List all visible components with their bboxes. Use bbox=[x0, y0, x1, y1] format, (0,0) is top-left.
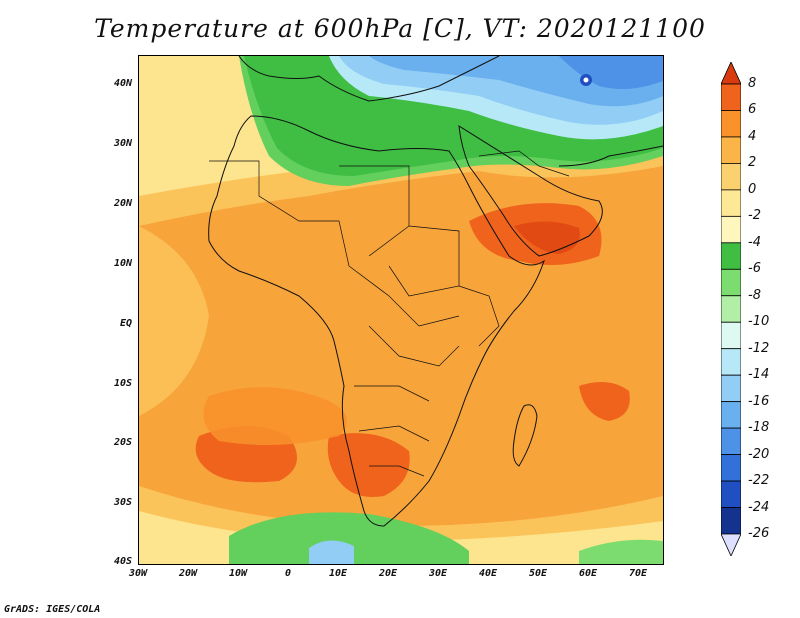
lat-label: 20N bbox=[113, 198, 132, 209]
colorbar-label: -6 bbox=[748, 261, 761, 277]
lat-label: EQ bbox=[119, 318, 132, 329]
lon-label: 20W bbox=[178, 568, 198, 579]
colorbar-segment bbox=[721, 189, 741, 217]
colorbar-top-triangle bbox=[721, 62, 741, 85]
lon-label: 50E bbox=[528, 568, 548, 579]
field-green-south-east bbox=[579, 539, 663, 564]
colorbar-segment bbox=[721, 321, 741, 350]
colorbar-segment bbox=[721, 242, 741, 270]
colorbar-segment bbox=[721, 401, 741, 429]
colorbar-segment bbox=[721, 268, 741, 297]
lon-label: 70E bbox=[628, 568, 648, 579]
field-green-south bbox=[229, 512, 469, 564]
coastline-africa bbox=[208, 115, 545, 527]
field-hot-indian bbox=[579, 382, 630, 421]
colorbar-segment bbox=[721, 507, 741, 535]
colorbar-label: -18 bbox=[748, 420, 770, 436]
border-south-c bbox=[369, 465, 425, 477]
colorbar-label: -10 bbox=[748, 314, 770, 330]
border-south-b bbox=[358, 425, 430, 442]
lon-label: 30W bbox=[128, 568, 148, 579]
colorbar-label: -24 bbox=[748, 499, 770, 515]
colorbar-segment bbox=[721, 163, 741, 191]
border-central bbox=[348, 265, 460, 327]
colorbar-label: 6 bbox=[748, 102, 757, 118]
grads-credit: GrADS: IGES/COLA bbox=[4, 604, 101, 615]
lat-label: 10S bbox=[113, 378, 132, 389]
lon-label: 10W bbox=[228, 568, 248, 579]
lon-label: 40E bbox=[478, 568, 498, 579]
field-cold-spot-center bbox=[583, 77, 589, 83]
coastline-madagascar bbox=[512, 404, 538, 467]
lat-label: 40S bbox=[113, 556, 132, 567]
field-hot-horn-core bbox=[514, 221, 580, 254]
coastline-arabia bbox=[458, 125, 603, 257]
temperature-field bbox=[139, 56, 663, 564]
coastline-europe bbox=[238, 56, 500, 102]
border-south-a bbox=[354, 385, 430, 402]
colorbar bbox=[721, 62, 741, 556]
colorbar-label: 4 bbox=[748, 128, 757, 144]
lat-label: 40N bbox=[113, 78, 132, 89]
coastlines bbox=[208, 56, 663, 527]
lon-label: 0 bbox=[284, 568, 292, 579]
colorbar-segment bbox=[721, 110, 741, 138]
lat-label: 30N bbox=[113, 138, 132, 149]
colorbar-label: 0 bbox=[748, 181, 757, 197]
colorbar-segment bbox=[721, 454, 741, 482]
colorbar-segment bbox=[721, 348, 741, 376]
colorbar-label: -22 bbox=[748, 473, 770, 489]
lat-label: 20S bbox=[113, 437, 132, 448]
lat-label: 30S bbox=[113, 497, 132, 508]
border-east bbox=[458, 285, 500, 347]
colorbar-label: -4 bbox=[748, 234, 761, 250]
lon-label: 60E bbox=[578, 568, 598, 579]
colorbar-segment bbox=[721, 136, 741, 164]
temperature-map bbox=[138, 55, 664, 565]
field-cold-core bbox=[559, 56, 663, 90]
map-title: Temperature at 600hPa [C], VT: 202012110… bbox=[94, 14, 706, 43]
colorbar-bottom-triangle bbox=[721, 533, 741, 556]
colorbar-segment bbox=[721, 83, 741, 111]
colorbar-segment bbox=[721, 374, 741, 403]
field-blue-south bbox=[309, 540, 354, 564]
border-middle-east bbox=[478, 150, 570, 177]
border-sahara-east bbox=[339, 165, 410, 257]
lon-label: 30E bbox=[428, 568, 448, 579]
colorbar-label: -20 bbox=[748, 446, 770, 462]
colorbar-segment bbox=[721, 427, 741, 455]
colorbar-segment bbox=[721, 295, 741, 323]
field-warm-atlantic bbox=[203, 387, 347, 445]
colorbar-label: -2 bbox=[748, 208, 761, 224]
lon-label: 10E bbox=[328, 568, 348, 579]
colorbar-label: -26 bbox=[748, 526, 770, 541]
colorbar-segment bbox=[721, 215, 741, 244]
colorbar-label: -14 bbox=[748, 367, 770, 383]
colorbar-segment bbox=[721, 480, 741, 508]
colorbar-label: -16 bbox=[748, 393, 770, 409]
border-sahara-west bbox=[209, 160, 350, 267]
colorbar-label: 2 bbox=[748, 155, 757, 171]
colorbar-label: -8 bbox=[748, 287, 761, 303]
coastline-persian-gulf bbox=[558, 145, 663, 167]
colorbar-label: -12 bbox=[748, 340, 770, 356]
lon-label: 20E bbox=[378, 568, 398, 579]
colorbar-label: 8 bbox=[748, 76, 757, 91]
lat-label: 10N bbox=[113, 258, 132, 269]
field-light-west bbox=[139, 226, 209, 416]
border-congo bbox=[368, 325, 460, 367]
borders bbox=[209, 150, 570, 477]
